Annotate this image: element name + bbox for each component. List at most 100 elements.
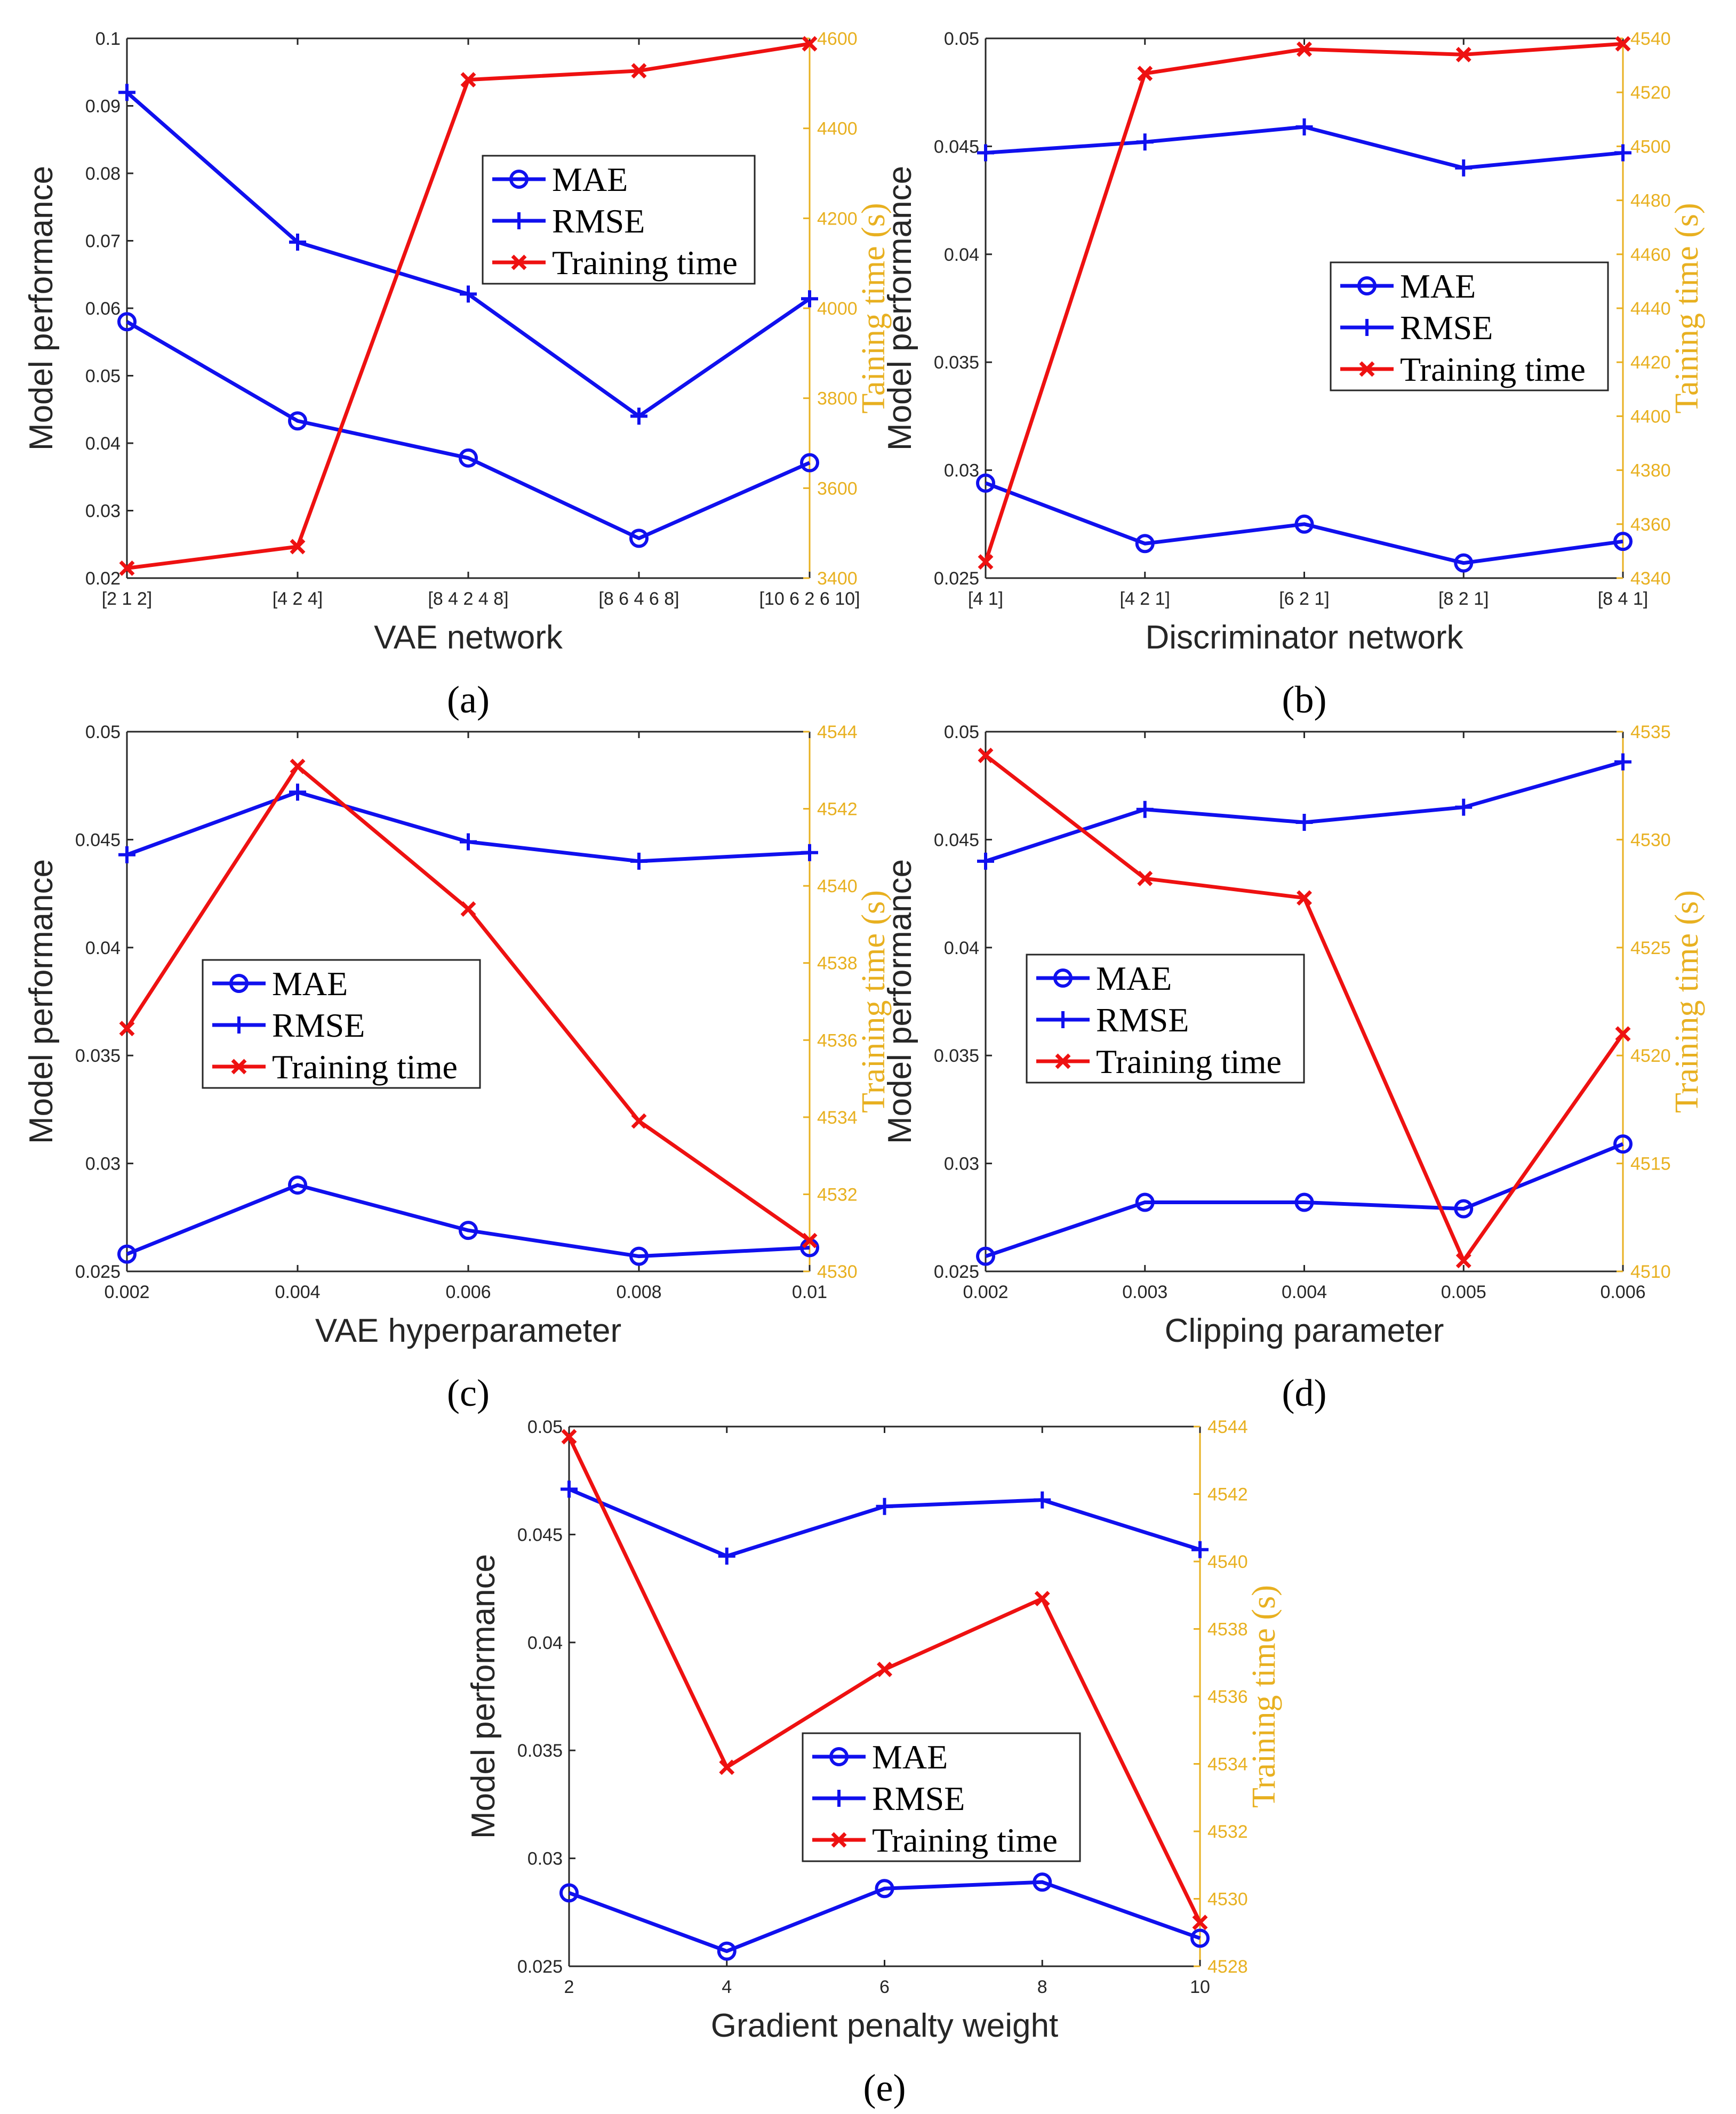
y2-tick-label: 4535 [1630,722,1671,742]
chart-panel-c: 0.002 0.004 0.006 0.008 0.01 0.025 0.03 0.035 0.… [23,722,892,1414]
y-axis-title: Model performance [465,1554,502,1839]
x-tick-label: 0.005 [1441,1282,1486,1302]
data-point-x [1137,870,1153,886]
y2-axis-title: Training time (s) [1669,890,1705,1113]
legend-item-mae: MAE [492,161,628,198]
legend-item-training-time: Training time [812,1821,1058,1859]
x-tick-label: 8 [1037,1977,1047,1997]
data-point-circle [1033,1872,1052,1892]
y2-tick-label: 4520 [1630,83,1671,103]
y-tick-label: 0.03 [85,1154,121,1174]
y2-tick-label: 4542 [1207,1485,1248,1505]
data-point-x [1359,361,1375,377]
data-point-circle [1135,534,1155,554]
data-point-x [978,748,994,764]
data-point-plus [118,84,135,101]
y-tick-label: 0.03 [944,461,979,481]
y2-tick-label: 4360 [1630,515,1671,535]
y-tick-label: 0.09 [85,97,121,117]
data-point-circle [1294,1192,1314,1212]
data-point-circle [288,1175,307,1195]
data-point-plus [561,1480,578,1498]
series-mae [976,473,1633,573]
data-point-circle [829,1747,849,1766]
series-line [985,481,1623,565]
y-tick-label: 0.05 [85,366,121,387]
data-point-plus [1295,118,1313,135]
series-rmse [561,1480,1209,1565]
data-point-circle [629,1246,649,1266]
panel-label: (d) [1282,1372,1327,1414]
y2-tick-label: 4340 [1630,568,1671,589]
legend-label: RMSE [1096,1001,1189,1039]
series-training-time [561,1429,1208,1931]
y-axis-title: Model performance [23,859,60,1144]
x-axis-title: Discriminator network [1145,619,1463,656]
y-tick-label: 0.04 [944,938,979,958]
series-rmse [118,84,818,425]
panel-label: (c) [447,1372,490,1414]
legend-label: Training time [552,244,738,282]
y2-tick-label: 4515 [1630,1154,1671,1174]
legend-item-rmse: RMSE [1036,1001,1189,1039]
x-tick-label: [8 2 1] [1438,589,1489,609]
y-tick-label: 0.08 [85,164,121,184]
series-training-time [119,36,818,576]
data-point-circle [1294,514,1314,534]
y2-tick-label: 4544 [1207,1417,1248,1437]
legend-label: MAE [1096,959,1172,997]
y-tick-label: 0.03 [527,1849,563,1869]
y-tick-label: 0.045 [934,830,979,850]
legend-item-rmse: RMSE [812,1780,965,1817]
legend: MAE RMSE Training time [1026,954,1305,1084]
legend-label: MAE [272,965,348,1003]
data-point-x [631,1113,647,1129]
y-tick-label: 0.1 [95,29,121,49]
data-point-plus [1034,1491,1051,1509]
data-point-x [831,1832,847,1848]
data-point-x [119,1021,135,1037]
x-tick-label: 4 [722,1977,732,1997]
y2-tick-label: 4420 [1630,353,1671,373]
x-tick-label: 10 [1190,1977,1210,1997]
y-tick-label: 0.05 [85,722,121,742]
series-training-time [978,748,1631,1269]
y-tick-label: 0.03 [85,501,121,522]
data-point-plus [876,1498,893,1515]
y2-tick-label: 4536 [817,1030,858,1051]
y2-tick-label: 4528 [1207,1957,1248,1977]
y-tick-label: 0.035 [517,1741,563,1761]
data-point-x [290,758,306,774]
legend-item-rmse: RMSE [492,202,645,240]
y-tick-label: 0.05 [944,722,979,742]
x-tick-label: 2 [564,1977,574,1997]
data-point-circle [459,1221,478,1240]
y-tick-label: 0.025 [934,1262,979,1282]
data-point-circle [559,1883,579,1903]
y-tick-label: 0.07 [85,231,121,252]
y2-tick-label: 4542 [817,799,858,820]
chart-panel-a: [2 1 2] [4 2 4] [8 4 2 4 8] [8 6 4 6 8] [10 … [23,29,892,721]
x-axis-title: Gradient penalty weight [711,2007,1058,2044]
y2-axis-title: Taining time (s) [1669,203,1705,413]
panel-label: (a) [447,678,490,721]
data-point-x [802,1232,818,1248]
y2-tick-label: 4534 [817,1108,858,1128]
data-point-x [1137,66,1153,82]
data-point-circle [1135,1192,1155,1212]
x-tick-label: 0.004 [275,1282,320,1302]
data-point-x [1615,1026,1631,1042]
data-point-plus [630,852,647,870]
x-tick-label: [4 2 1] [1119,589,1170,609]
data-point-x [1297,41,1312,57]
x-tick-label: 0.003 [1122,1282,1167,1302]
series-line [568,1880,1201,1953]
data-point-circle [117,1244,137,1264]
data-point-plus [1614,144,1631,162]
data-point-plus [1614,753,1631,771]
y-tick-label: 0.035 [934,1046,979,1066]
y2-tick-label: 4540 [1630,29,1671,49]
data-point-x [1192,1915,1208,1931]
chart-panel-e: 2 4 6 8 10 0.025 0.03 0.035 0.04 0.045 0.05 4528 453… [465,1417,1282,2109]
legend: MAE RMSE Training time [482,155,756,285]
